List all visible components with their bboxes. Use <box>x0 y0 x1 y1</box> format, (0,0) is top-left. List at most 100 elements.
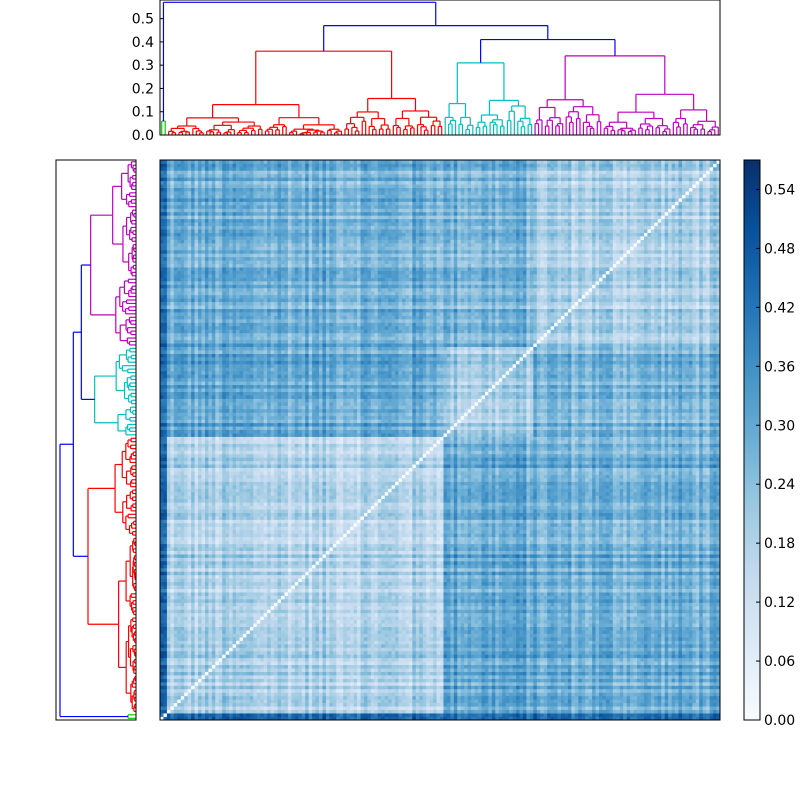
heatmap-cell <box>447 706 451 710</box>
heatmap-cell <box>488 706 492 710</box>
heatmap-cell <box>260 685 264 689</box>
heatmap-cell <box>513 685 517 689</box>
heatmap-cell <box>201 703 205 707</box>
heatmap-cell <box>354 689 358 693</box>
heatmap-cell <box>644 699 648 703</box>
heatmap-cell <box>426 696 430 700</box>
heatmap-cell <box>637 699 641 703</box>
heatmap-cell <box>499 699 503 703</box>
heatmap-cell <box>544 685 548 689</box>
heatmap-cell <box>502 706 506 710</box>
heatmap-cell <box>640 706 644 710</box>
heatmap-cell <box>226 685 230 689</box>
heatmap-cell <box>291 710 295 714</box>
heatmap-cell <box>350 685 354 689</box>
heatmap-cell <box>267 710 271 714</box>
heatmap-cell <box>343 685 347 689</box>
heatmap-cell <box>423 689 427 693</box>
heatmap-cell <box>184 696 188 700</box>
heatmap-cell <box>347 696 351 700</box>
heatmap-cell <box>547 706 551 710</box>
heatmap-cell <box>399 699 403 703</box>
heatmap-cell <box>530 696 534 700</box>
heatmap-cell <box>188 689 192 693</box>
heatmap-cell <box>589 689 593 693</box>
heatmap-cell <box>340 710 344 714</box>
heatmap-cell <box>440 710 444 714</box>
heatmap-cell <box>661 696 665 700</box>
heatmap-cell <box>699 685 703 689</box>
heatmap-cell <box>278 696 282 700</box>
heatmap-cell <box>212 692 216 696</box>
heatmap-cell <box>540 699 544 703</box>
heatmap-cell <box>309 713 313 717</box>
heatmap-cell <box>692 706 696 710</box>
heatmap-cell <box>526 692 530 696</box>
heatmap-cell <box>551 713 555 717</box>
heatmap-cell <box>616 699 620 703</box>
heatmap-cell <box>454 696 458 700</box>
heatmap-cell <box>329 692 333 696</box>
heatmap-cell <box>710 703 714 707</box>
heatmap-cell <box>333 682 337 686</box>
heatmap-cell <box>371 682 375 686</box>
heatmap-cell <box>599 692 603 696</box>
heatmap-cell <box>184 699 188 703</box>
heatmap-cell <box>250 710 254 714</box>
heatmap-cell <box>399 703 403 707</box>
heatmap-cell <box>675 689 679 693</box>
heatmap-cell <box>613 706 617 710</box>
heatmap-cell <box>271 696 275 700</box>
heatmap-cell <box>215 710 219 714</box>
heatmap-cell <box>302 692 306 696</box>
heatmap-cell <box>475 713 479 717</box>
heatmap-cell <box>177 703 181 707</box>
heatmap-cell <box>271 706 275 710</box>
heatmap-cell <box>492 696 496 700</box>
heatmap-cell <box>222 696 226 700</box>
heatmap-cell <box>468 685 472 689</box>
heatmap-cell <box>513 703 517 707</box>
heatmap-cell <box>464 703 468 707</box>
heatmap-cell <box>378 689 382 693</box>
heatmap-cell <box>620 696 624 700</box>
heatmap-cell <box>222 699 226 703</box>
heatmap-cell <box>395 703 399 707</box>
heatmap-cell <box>160 689 164 693</box>
heatmap-cell <box>274 703 278 707</box>
top-dendrogram-y-axis: 0.00.10.20.30.40.5 <box>132 12 164 144</box>
heatmap-cell <box>440 713 444 717</box>
heatmap-cell <box>499 685 503 689</box>
heatmap-cell <box>488 685 492 689</box>
heatmap-cell <box>706 710 710 714</box>
heatmap-cell <box>402 685 406 689</box>
heatmap-cell <box>620 710 624 714</box>
heatmap-cell <box>596 710 600 714</box>
heatmap-cell <box>395 699 399 703</box>
heatmap-cell <box>516 706 520 710</box>
heatmap-cell <box>596 713 600 717</box>
heatmap-cell <box>506 689 510 693</box>
heatmap-cell <box>454 692 458 696</box>
heatmap-cell <box>423 713 427 717</box>
heatmap-cell <box>495 713 499 717</box>
heatmap-cell <box>703 699 707 703</box>
heatmap-cell <box>606 685 610 689</box>
heatmap-cell <box>481 682 485 686</box>
heatmap-cell <box>475 685 479 689</box>
heatmap-cell <box>360 682 364 686</box>
heatmap-cell <box>257 689 261 693</box>
heatmap-cell <box>623 713 627 717</box>
heatmap-cell <box>319 703 323 707</box>
heatmap-cell <box>454 682 458 686</box>
heatmap-cell <box>395 685 399 689</box>
heatmap-cell <box>302 703 306 707</box>
heatmap-cell <box>454 713 458 717</box>
heatmap-cell <box>520 713 524 717</box>
heatmap-cell <box>513 682 517 686</box>
heatmap-cell <box>609 706 613 710</box>
heatmap-cell <box>288 685 292 689</box>
heatmap-cell <box>291 685 295 689</box>
heatmap-cell <box>430 699 434 703</box>
heatmap-cell <box>630 710 634 714</box>
